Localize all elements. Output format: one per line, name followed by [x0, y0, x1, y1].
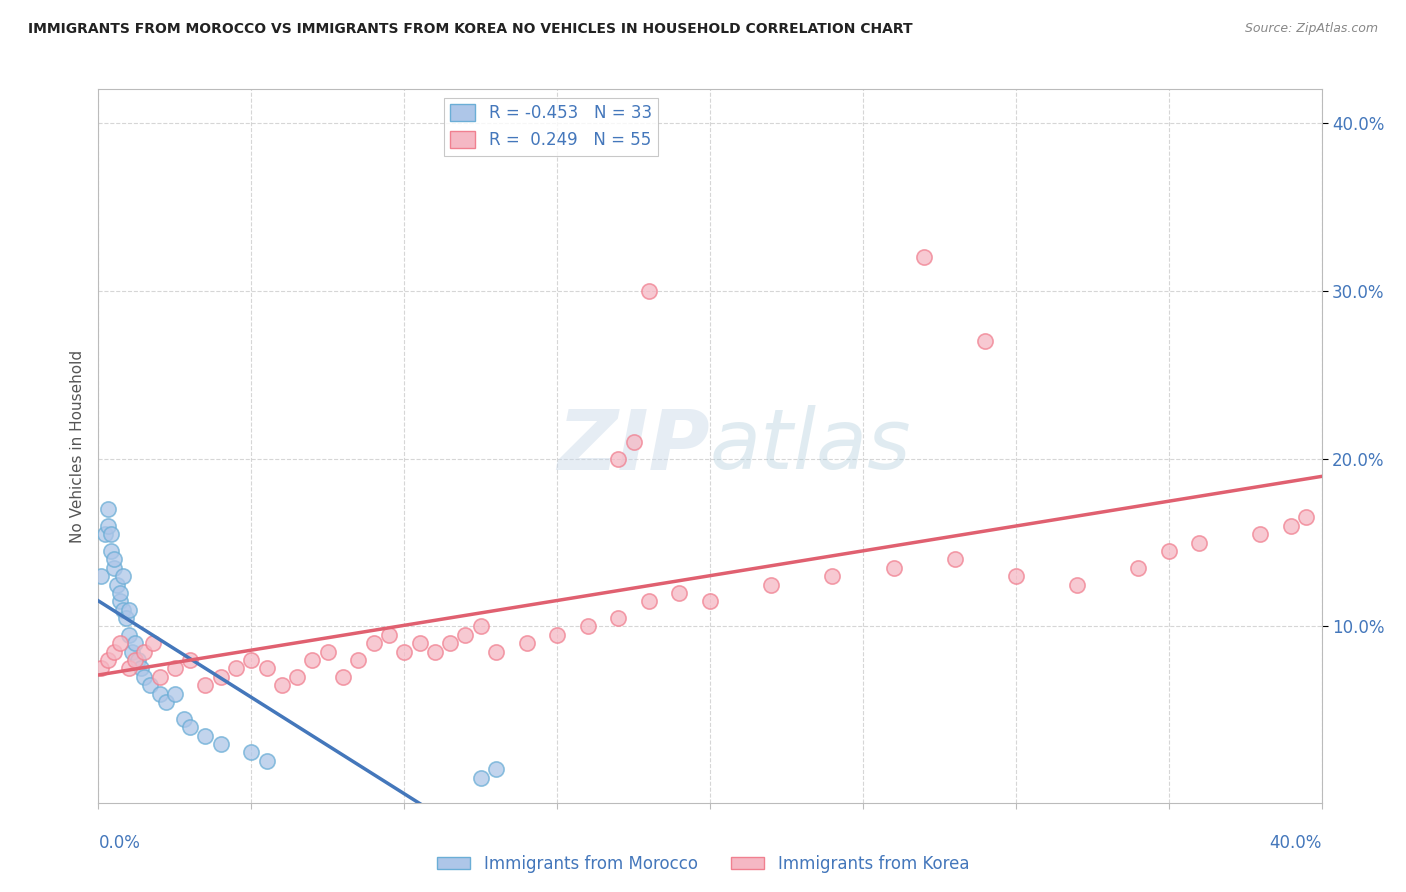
Point [392, 645, 416, 659]
Text: 0.0%: 0.0% [98, 834, 141, 852]
Text: IMMIGRANTS FROM MOROCCO VS IMMIGRANTS FROM KOREA NO VEHICLES IN HOUSEHOLD CORREL: IMMIGRANTS FROM MOROCCO VS IMMIGRANTS FR… [28, 22, 912, 37]
Point [173, 712, 195, 726]
Point [163, 687, 186, 701]
Point [129, 661, 152, 675]
Point [139, 678, 162, 692]
Point [332, 670, 354, 684]
Point [97, 518, 120, 533]
Point [108, 586, 131, 600]
Point [439, 636, 461, 650]
Point [163, 661, 186, 675]
Point [108, 594, 131, 608]
Point [470, 619, 492, 633]
Point [546, 628, 568, 642]
Text: 40.0%: 40.0% [1270, 834, 1322, 852]
Point [256, 661, 278, 675]
Point [423, 645, 446, 659]
Text: ZIP: ZIP [557, 406, 710, 486]
Point [209, 670, 232, 684]
Point [100, 527, 122, 541]
Point [256, 754, 278, 768]
Point [759, 577, 782, 591]
Point [1295, 510, 1317, 524]
Point [1004, 569, 1026, 583]
Point [179, 653, 201, 667]
Point [134, 670, 156, 684]
Point [347, 653, 370, 667]
Point [90, 661, 112, 675]
Point [111, 569, 134, 583]
Point [270, 678, 292, 692]
Point [225, 661, 247, 675]
Point [1066, 577, 1088, 591]
Point [100, 544, 122, 558]
Point [121, 645, 143, 659]
Y-axis label: No Vehicles in Household: No Vehicles in Household [69, 350, 84, 542]
Point [103, 645, 125, 659]
Point [454, 628, 477, 642]
Point [118, 661, 141, 675]
Point [118, 628, 141, 642]
Point [637, 284, 661, 298]
Point [149, 687, 172, 701]
Point [607, 451, 630, 466]
Point [363, 636, 385, 650]
Point [821, 569, 844, 583]
Point [105, 577, 128, 591]
Point [149, 670, 172, 684]
Point [576, 619, 599, 633]
Point [142, 636, 165, 650]
Point [943, 552, 966, 566]
Point [408, 636, 430, 650]
Point [115, 611, 138, 625]
Point [103, 560, 125, 574]
Point [93, 527, 115, 541]
Point [699, 594, 721, 608]
Point [974, 334, 997, 348]
Point [883, 560, 905, 574]
Point [516, 636, 538, 650]
Point [668, 586, 690, 600]
Point [179, 720, 201, 734]
Point [124, 653, 146, 667]
Point [1157, 544, 1180, 558]
Point [97, 502, 120, 516]
Text: Source: ZipAtlas.com: Source: ZipAtlas.com [1244, 22, 1378, 36]
Point [97, 653, 120, 667]
Point [155, 695, 177, 709]
Point [485, 762, 508, 776]
Point [209, 737, 232, 751]
Point [194, 678, 217, 692]
Point [378, 628, 401, 642]
Point [285, 670, 308, 684]
Point [1279, 518, 1302, 533]
Point [470, 771, 492, 785]
Point [316, 645, 339, 659]
Point [1128, 560, 1150, 574]
Point [118, 603, 141, 617]
Legend: R = -0.453   N = 33, R =  0.249   N = 55: R = -0.453 N = 33, R = 0.249 N = 55 [444, 97, 658, 155]
Point [1188, 535, 1211, 549]
Point [301, 653, 323, 667]
Point [485, 645, 508, 659]
Point [103, 552, 125, 566]
Legend: Immigrants from Morocco, Immigrants from Korea: Immigrants from Morocco, Immigrants from… [430, 848, 976, 880]
Point [1249, 527, 1271, 541]
Point [240, 746, 263, 760]
Point [912, 250, 935, 264]
Point [134, 645, 156, 659]
Point [90, 569, 112, 583]
Point [124, 636, 146, 650]
Point [194, 729, 217, 743]
Text: atlas: atlas [710, 406, 911, 486]
Point [607, 611, 630, 625]
Point [108, 636, 131, 650]
Point [240, 653, 263, 667]
Point [127, 653, 149, 667]
Point [623, 434, 645, 449]
Point [111, 603, 134, 617]
Point [637, 594, 661, 608]
